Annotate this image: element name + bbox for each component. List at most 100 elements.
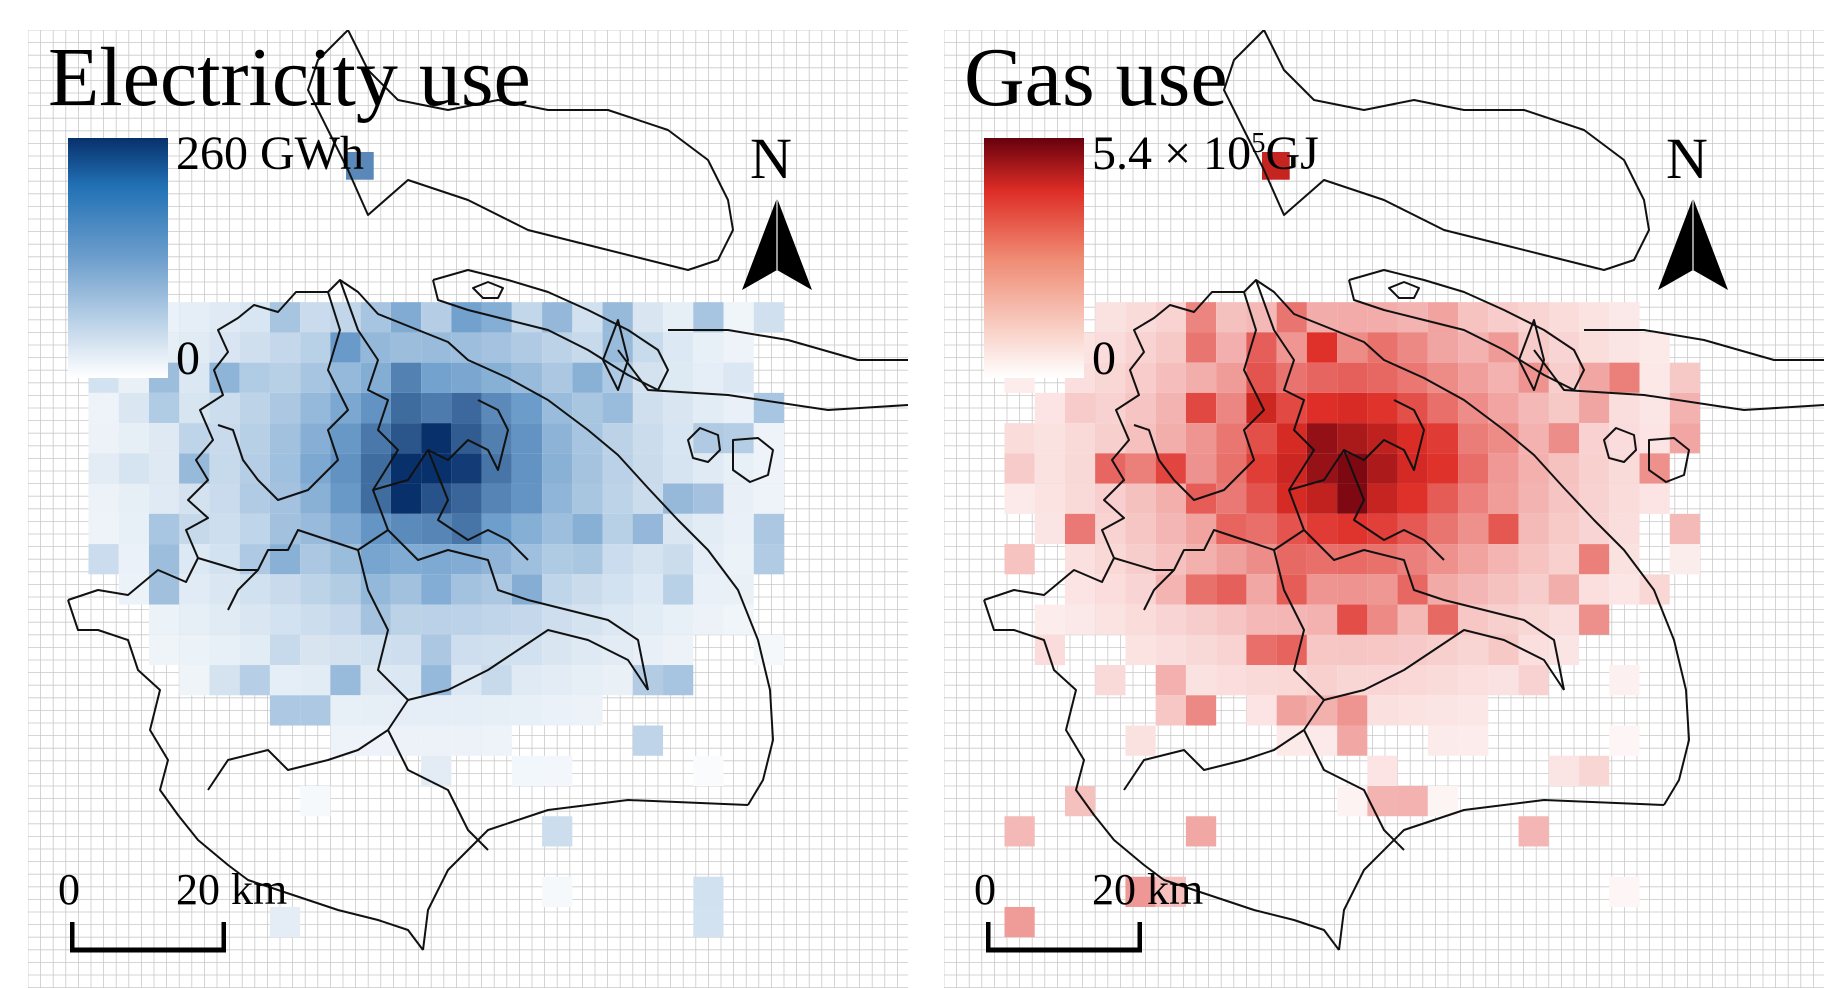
grid-cell <box>148 453 180 484</box>
boundary-line <box>732 437 774 483</box>
grid-cell <box>663 574 694 605</box>
grid-cell <box>1034 392 1065 424</box>
boundary-line <box>602 319 629 391</box>
grid-cell <box>1095 483 1126 514</box>
grid-cell <box>663 453 694 484</box>
grid-cell <box>1609 665 1640 696</box>
grid-cell <box>1095 362 1126 393</box>
scale-zero-label: 0 <box>58 865 80 914</box>
grid-cell <box>1246 695 1277 726</box>
grid-cell <box>1306 634 1338 666</box>
grid-cell <box>1246 574 1277 605</box>
grid-cell <box>481 665 512 696</box>
grid-cell <box>572 453 603 484</box>
grid-cell <box>481 392 512 424</box>
grid-cell <box>209 302 240 333</box>
grid-cell <box>451 423 482 454</box>
grid-cell <box>1216 332 1247 363</box>
grid-cell <box>542 876 573 907</box>
grid-cell <box>1518 816 1549 847</box>
grid-cell <box>1246 665 1277 696</box>
grid-cell <box>1488 483 1519 514</box>
grid-cell <box>1397 786 1428 817</box>
grid-cell <box>663 665 694 696</box>
grid-cell <box>572 695 603 726</box>
north-label: N <box>750 126 792 191</box>
grid-cell <box>693 332 724 363</box>
grid-cell <box>1458 634 1489 666</box>
grid-cell <box>1488 574 1519 605</box>
grid-cell <box>1669 392 1700 424</box>
grid-cell <box>753 513 784 545</box>
grid-cell <box>1306 392 1338 424</box>
grid-cell <box>1246 604 1277 635</box>
grid-cell <box>602 544 633 575</box>
grid-cell <box>1246 634 1277 666</box>
grid-cell <box>269 906 301 938</box>
scale-bar <box>986 922 1142 953</box>
grid-cell <box>1095 513 1126 545</box>
grid-cell <box>1518 302 1549 333</box>
grid-cell <box>572 483 603 514</box>
grid-cell <box>1427 786 1459 817</box>
grid-cell <box>300 362 331 393</box>
grid-cell <box>1427 513 1459 545</box>
boundary-line <box>1343 449 1445 561</box>
grid-cell <box>179 574 210 605</box>
grid-cell <box>1397 634 1428 666</box>
grid-cell <box>1125 725 1156 756</box>
grid-cell <box>1397 332 1428 363</box>
grid-cell <box>1548 453 1580 484</box>
grid-cell <box>300 786 331 817</box>
grid-cell <box>330 423 361 454</box>
grid-cell <box>511 695 543 726</box>
grid-cell <box>1367 604 1398 635</box>
grid-cell <box>239 423 270 454</box>
grid-cell <box>1367 695 1398 726</box>
district-boundaries <box>67 30 908 951</box>
grid-cell <box>602 513 633 545</box>
grid-cell <box>1367 362 1398 393</box>
grid-cell <box>179 332 210 363</box>
grid-cell <box>451 544 482 575</box>
grid-cell <box>1458 665 1489 696</box>
grid-cell <box>239 392 270 424</box>
grid-cell <box>1004 906 1035 938</box>
grid-cell <box>1185 392 1217 424</box>
grid-cell <box>239 604 270 635</box>
grid-cell <box>209 604 240 635</box>
grid-cell <box>511 665 543 696</box>
grid-cell <box>390 302 422 333</box>
grid-cell <box>481 332 512 363</box>
grid-cell <box>1548 574 1580 605</box>
boundary-line <box>207 549 409 791</box>
grid-cell <box>451 362 482 393</box>
grid-cell <box>1397 695 1428 726</box>
grid-cell <box>148 574 180 605</box>
grid-cell <box>1337 483 1368 514</box>
grid-cell <box>663 423 694 454</box>
scale-zero-label: 0 <box>974 865 996 914</box>
grid-cell <box>1276 604 1307 635</box>
grid-cell <box>1337 604 1368 635</box>
grid-cell <box>1458 362 1489 393</box>
grid-cell <box>1125 302 1156 333</box>
grid-cell <box>1155 634 1186 666</box>
grid-cell <box>1669 513 1700 545</box>
grid-cell <box>753 544 784 575</box>
grid-cell <box>572 544 603 575</box>
grid-cell <box>1548 544 1580 575</box>
grid-cell <box>602 483 633 514</box>
grid-cell <box>300 332 331 363</box>
grid-cell <box>1367 574 1398 605</box>
grid-cell <box>1548 604 1580 635</box>
grid-cell <box>1125 362 1156 393</box>
grid-cell <box>1518 665 1549 696</box>
grid-cell <box>451 302 482 333</box>
grid-cell <box>88 544 119 575</box>
grid-cell <box>1004 483 1035 514</box>
boundary-line <box>1533 349 1824 411</box>
grid-cell <box>300 453 331 484</box>
grid-cell <box>1246 483 1277 514</box>
grid-cell <box>1064 513 1096 545</box>
